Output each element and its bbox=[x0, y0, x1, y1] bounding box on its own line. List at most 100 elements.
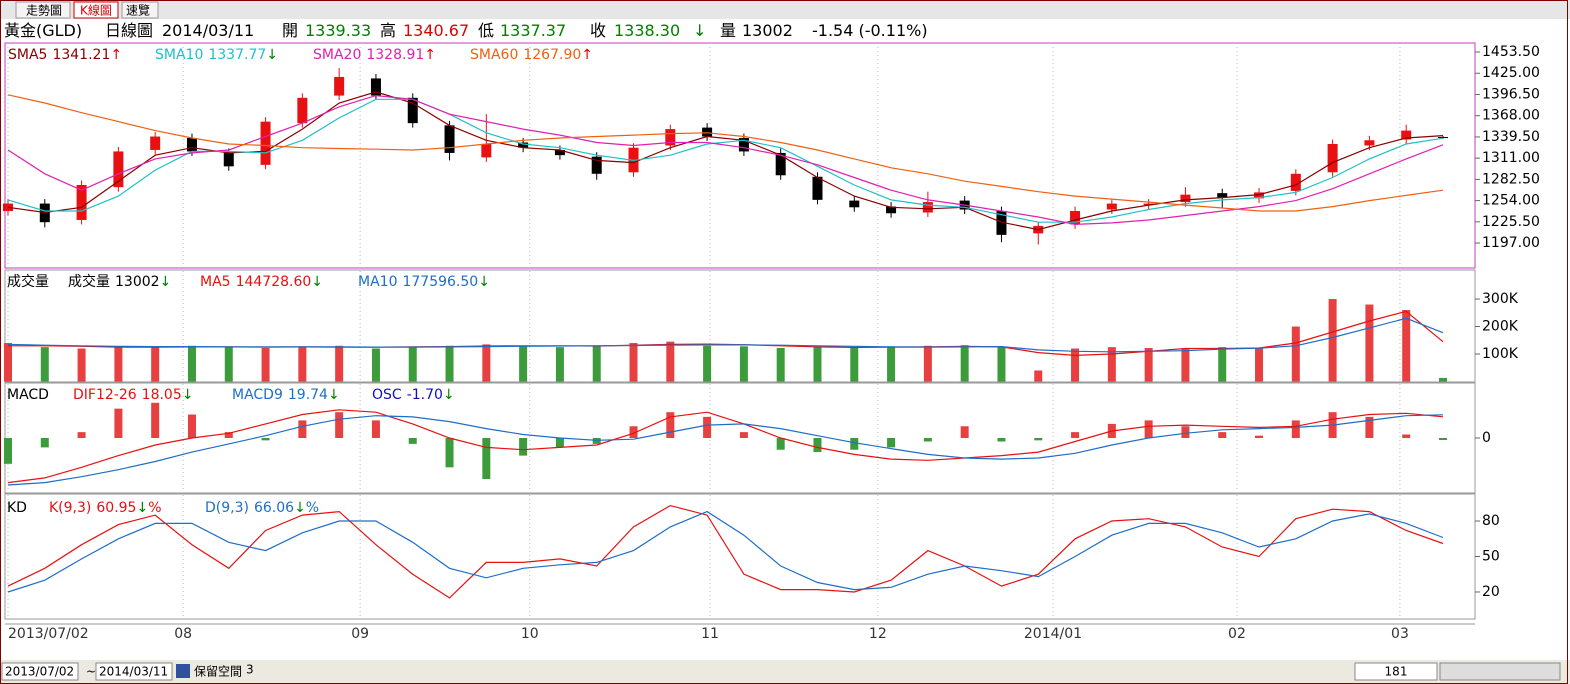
y-tick-label: 20 bbox=[1482, 584, 1500, 600]
bar bbox=[4, 438, 12, 464]
tab[interactable] bbox=[121, 1, 159, 19]
candle-body bbox=[886, 206, 897, 214]
legend-trend: ↓ bbox=[160, 274, 172, 290]
bar bbox=[666, 341, 675, 382]
close-value: 1338.30 bbox=[614, 21, 680, 40]
candle-body bbox=[849, 200, 860, 208]
date-from-box[interactable] bbox=[1, 662, 79, 681]
y-tick-label: 1254.00 bbox=[1482, 193, 1540, 209]
high-label: 高 bbox=[380, 21, 396, 40]
close-label: 收 bbox=[590, 21, 606, 40]
date-from[interactable]: 2013/07/02 bbox=[5, 665, 74, 679]
bar bbox=[1144, 347, 1153, 382]
bar bbox=[445, 345, 454, 382]
date-to[interactable]: 2014/03/11 bbox=[99, 665, 168, 679]
candle-body bbox=[1290, 173, 1301, 191]
y-tick-label: 1282.50 bbox=[1482, 171, 1540, 187]
indicator-line bbox=[7, 504, 1444, 599]
bar bbox=[151, 346, 160, 382]
candle-body bbox=[1364, 140, 1375, 146]
x-tick-label: 2014/01 bbox=[1024, 626, 1082, 642]
indicator-line bbox=[7, 409, 1444, 484]
legend-name: SMA5 bbox=[8, 47, 47, 63]
bar bbox=[371, 348, 380, 382]
volume-panel bbox=[4, 269, 1476, 383]
legend-trend: ↓ bbox=[294, 500, 306, 516]
candle-body bbox=[334, 76, 345, 96]
candle-body bbox=[591, 156, 602, 174]
legend-entry: MA10 177596.50↓ bbox=[358, 274, 490, 290]
legend-name: MACD9 bbox=[232, 387, 283, 403]
reserve-value[interactable]: 3 bbox=[246, 663, 254, 677]
tab[interactable] bbox=[15, 1, 71, 19]
bar bbox=[1328, 299, 1337, 382]
bar bbox=[77, 348, 86, 382]
legend-name: MA10 bbox=[358, 274, 397, 290]
legend-name: 成交量 bbox=[68, 273, 110, 290]
bar bbox=[151, 402, 160, 438]
tab-label[interactable]: 走勢圖 bbox=[26, 3, 62, 18]
volume-value: 13002 bbox=[742, 21, 793, 40]
bar bbox=[1255, 435, 1264, 438]
legend-trend: ↑ bbox=[110, 47, 122, 63]
y-tick-label: 1396.50 bbox=[1482, 86, 1540, 102]
bar bbox=[1439, 438, 1447, 440]
period: 日線圖 bbox=[105, 21, 153, 40]
bar bbox=[445, 438, 454, 468]
toolbar-buttons[interactable] bbox=[1439, 662, 1561, 681]
candle-body bbox=[1070, 211, 1081, 225]
bar bbox=[813, 438, 822, 453]
legend-entry: D(9,3) 66.06↓% bbox=[205, 500, 319, 516]
high-value: 1340.67 bbox=[403, 21, 469, 40]
date-to-box[interactable] bbox=[95, 662, 173, 681]
bar bbox=[519, 438, 528, 456]
legend-value: 1328.91 bbox=[366, 47, 424, 63]
candle-body bbox=[223, 152, 234, 167]
candle-body bbox=[554, 149, 565, 156]
bar bbox=[1034, 370, 1043, 382]
toolbar-icon[interactable] bbox=[176, 664, 190, 678]
legend-name: D(9,3) bbox=[205, 500, 249, 516]
legend-entry: SMA5 1341.21↑ bbox=[8, 47, 122, 63]
bar bbox=[1181, 426, 1190, 438]
price-panel bbox=[4, 42, 1476, 269]
low-label: 低 bbox=[478, 21, 494, 40]
legend-trend: ↑ bbox=[424, 47, 436, 63]
bar bbox=[298, 347, 307, 382]
bar bbox=[1071, 432, 1080, 438]
legend-name: SMA20 bbox=[313, 47, 361, 63]
bar bbox=[629, 343, 638, 382]
bar bbox=[1291, 326, 1300, 382]
bar bbox=[40, 438, 49, 448]
bar bbox=[703, 345, 712, 382]
count-box[interactable] bbox=[1354, 662, 1438, 681]
bar bbox=[1255, 348, 1264, 382]
bar bbox=[224, 432, 233, 438]
bar bbox=[1291, 420, 1300, 438]
x-tick-label: 09 bbox=[351, 626, 369, 642]
bar bbox=[335, 345, 344, 382]
tab-label[interactable]: 速覽 bbox=[126, 4, 150, 18]
bar bbox=[555, 438, 564, 448]
legend-trend: ↓ bbox=[478, 274, 490, 290]
bar bbox=[261, 347, 270, 382]
y-tick-label: 0 bbox=[1482, 430, 1491, 446]
indicator-line bbox=[7, 414, 1444, 486]
y-tick-label: 1197.00 bbox=[1482, 235, 1540, 251]
legend-trend: ↓ bbox=[328, 387, 340, 403]
tab-label[interactable]: K線圖 bbox=[80, 3, 112, 18]
indicator-line bbox=[7, 510, 1444, 593]
tab-active[interactable] bbox=[73, 1, 119, 19]
x-tick-label: 08 bbox=[174, 626, 192, 642]
legend-entry: DIF12-26 18.05↓ bbox=[73, 387, 193, 403]
legend-name: DIF12-26 bbox=[73, 387, 137, 403]
bar bbox=[77, 432, 86, 438]
bar bbox=[1107, 347, 1116, 382]
bar bbox=[1365, 416, 1374, 438]
candle-body bbox=[1143, 203, 1154, 206]
candle-body bbox=[518, 142, 529, 148]
legend-entry: K(9,3) 60.95↓% bbox=[49, 500, 162, 516]
legend-name: MA5 bbox=[200, 274, 231, 290]
legend-value: 13002 bbox=[115, 274, 160, 290]
bar bbox=[1439, 377, 1447, 382]
